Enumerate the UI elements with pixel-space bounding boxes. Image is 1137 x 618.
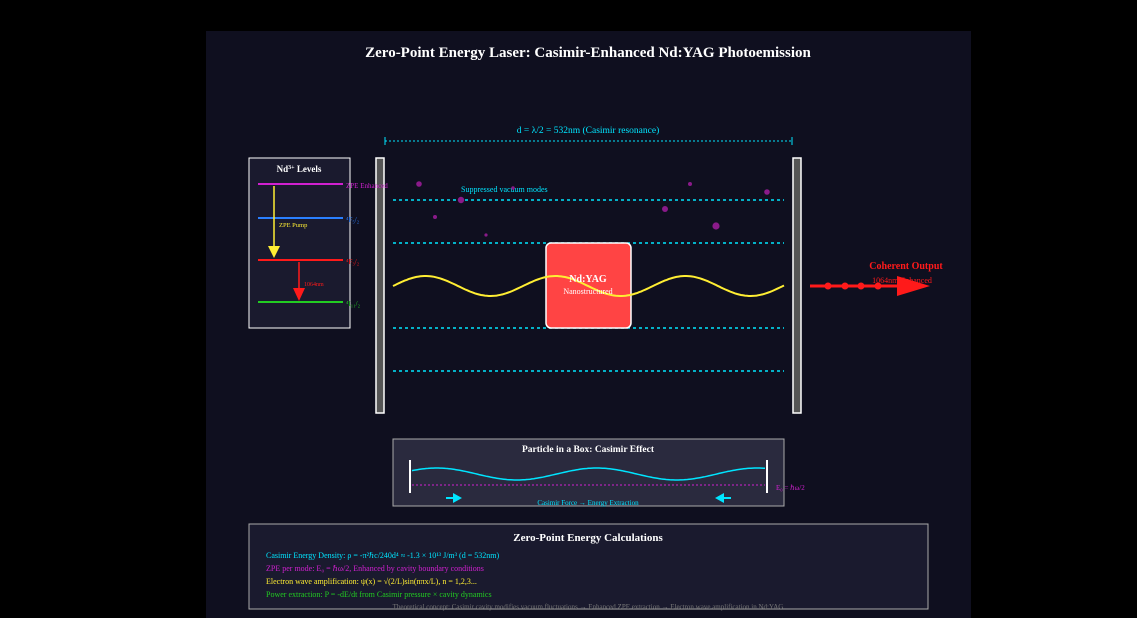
box-title: Particle in a Box: Casimir Effect [522,445,655,455]
crystal-name: Nd:YAG [569,274,607,285]
left-mirror [375,157,385,414]
vacuum-fluctuation-particles [416,181,770,237]
level-label-metastable: ⁴F₃/₂ [346,258,360,266]
cavity-standing-wave [392,275,785,297]
levels-title: Nd3+ Levels [277,164,322,174]
output-title: Coherent Output [869,261,943,272]
output-subtitle: 1064nm Enhanced [872,276,932,285]
cavity-spacing-label: d = λ/2 = 532nm (Casimir resonance) [517,125,660,136]
level-label-ground: ⁴I₁₁/₂ [346,300,361,308]
emission-arrow-icon [293,288,305,301]
calculations-panel: Zero-Point Energy Calculations Casimir E… [248,523,929,611]
calculations-footer: Theoretical concept: Casimir cavity modi… [393,603,784,611]
cavity-spacing-dimension: d = λ/2 = 532nm (Casimir resonance) [384,125,793,145]
output-arrow-icon [897,276,930,296]
calc-line-power-extraction: Power extraction: P = -dE/dt from Casimi… [266,590,492,599]
zpe-level-label: ZPE Enhanced [346,182,388,190]
calc-line-casimir-density: Casimir Energy Density: ρ = -π²ℏc/240d⁴ … [266,551,499,560]
emission-label: 1064nm [304,282,324,288]
box-energy-label: E₀ = ℏω/2 [776,484,805,492]
calc-line-wave-amplification: Electron wave amplification: ψ(x) = √(2/… [266,577,477,586]
suppressed-modes-label: Suppressed vacuum modes [461,185,548,194]
calculations-title: Zero-Point Energy Calculations [513,532,663,544]
casimir-force-left-icon [715,493,724,503]
zpe-pump-label: ZPE Pump [279,222,307,229]
level-label-upper: ⁴F₅/₂ [346,216,360,224]
right-mirror [792,157,802,414]
crystal-subtitle: Nanostructured [563,287,612,296]
energy-level-diagram: Nd3+ Levels ZPE Enhanced ⁴F₅/₂ ⁴F₃/₂ ⁴I₁… [248,157,388,329]
box-wavefunction [411,467,766,481]
figure-title: Zero-Point Energy Laser: Casimir-Enhance… [365,45,811,61]
calc-line-zpe-mode: ZPE per mode: E₀ = ℏω/2, Enhanced by cav… [266,564,484,573]
vacuum-mode-lines [393,199,784,372]
casimir-force-label: Casimir Force → Energy Extraction [537,499,639,507]
particle-in-box-panel: Particle in a Box: Casimir Effect E₀ = ℏ… [392,438,805,507]
output-beam [810,276,930,296]
casimir-force-right-icon [453,493,462,503]
